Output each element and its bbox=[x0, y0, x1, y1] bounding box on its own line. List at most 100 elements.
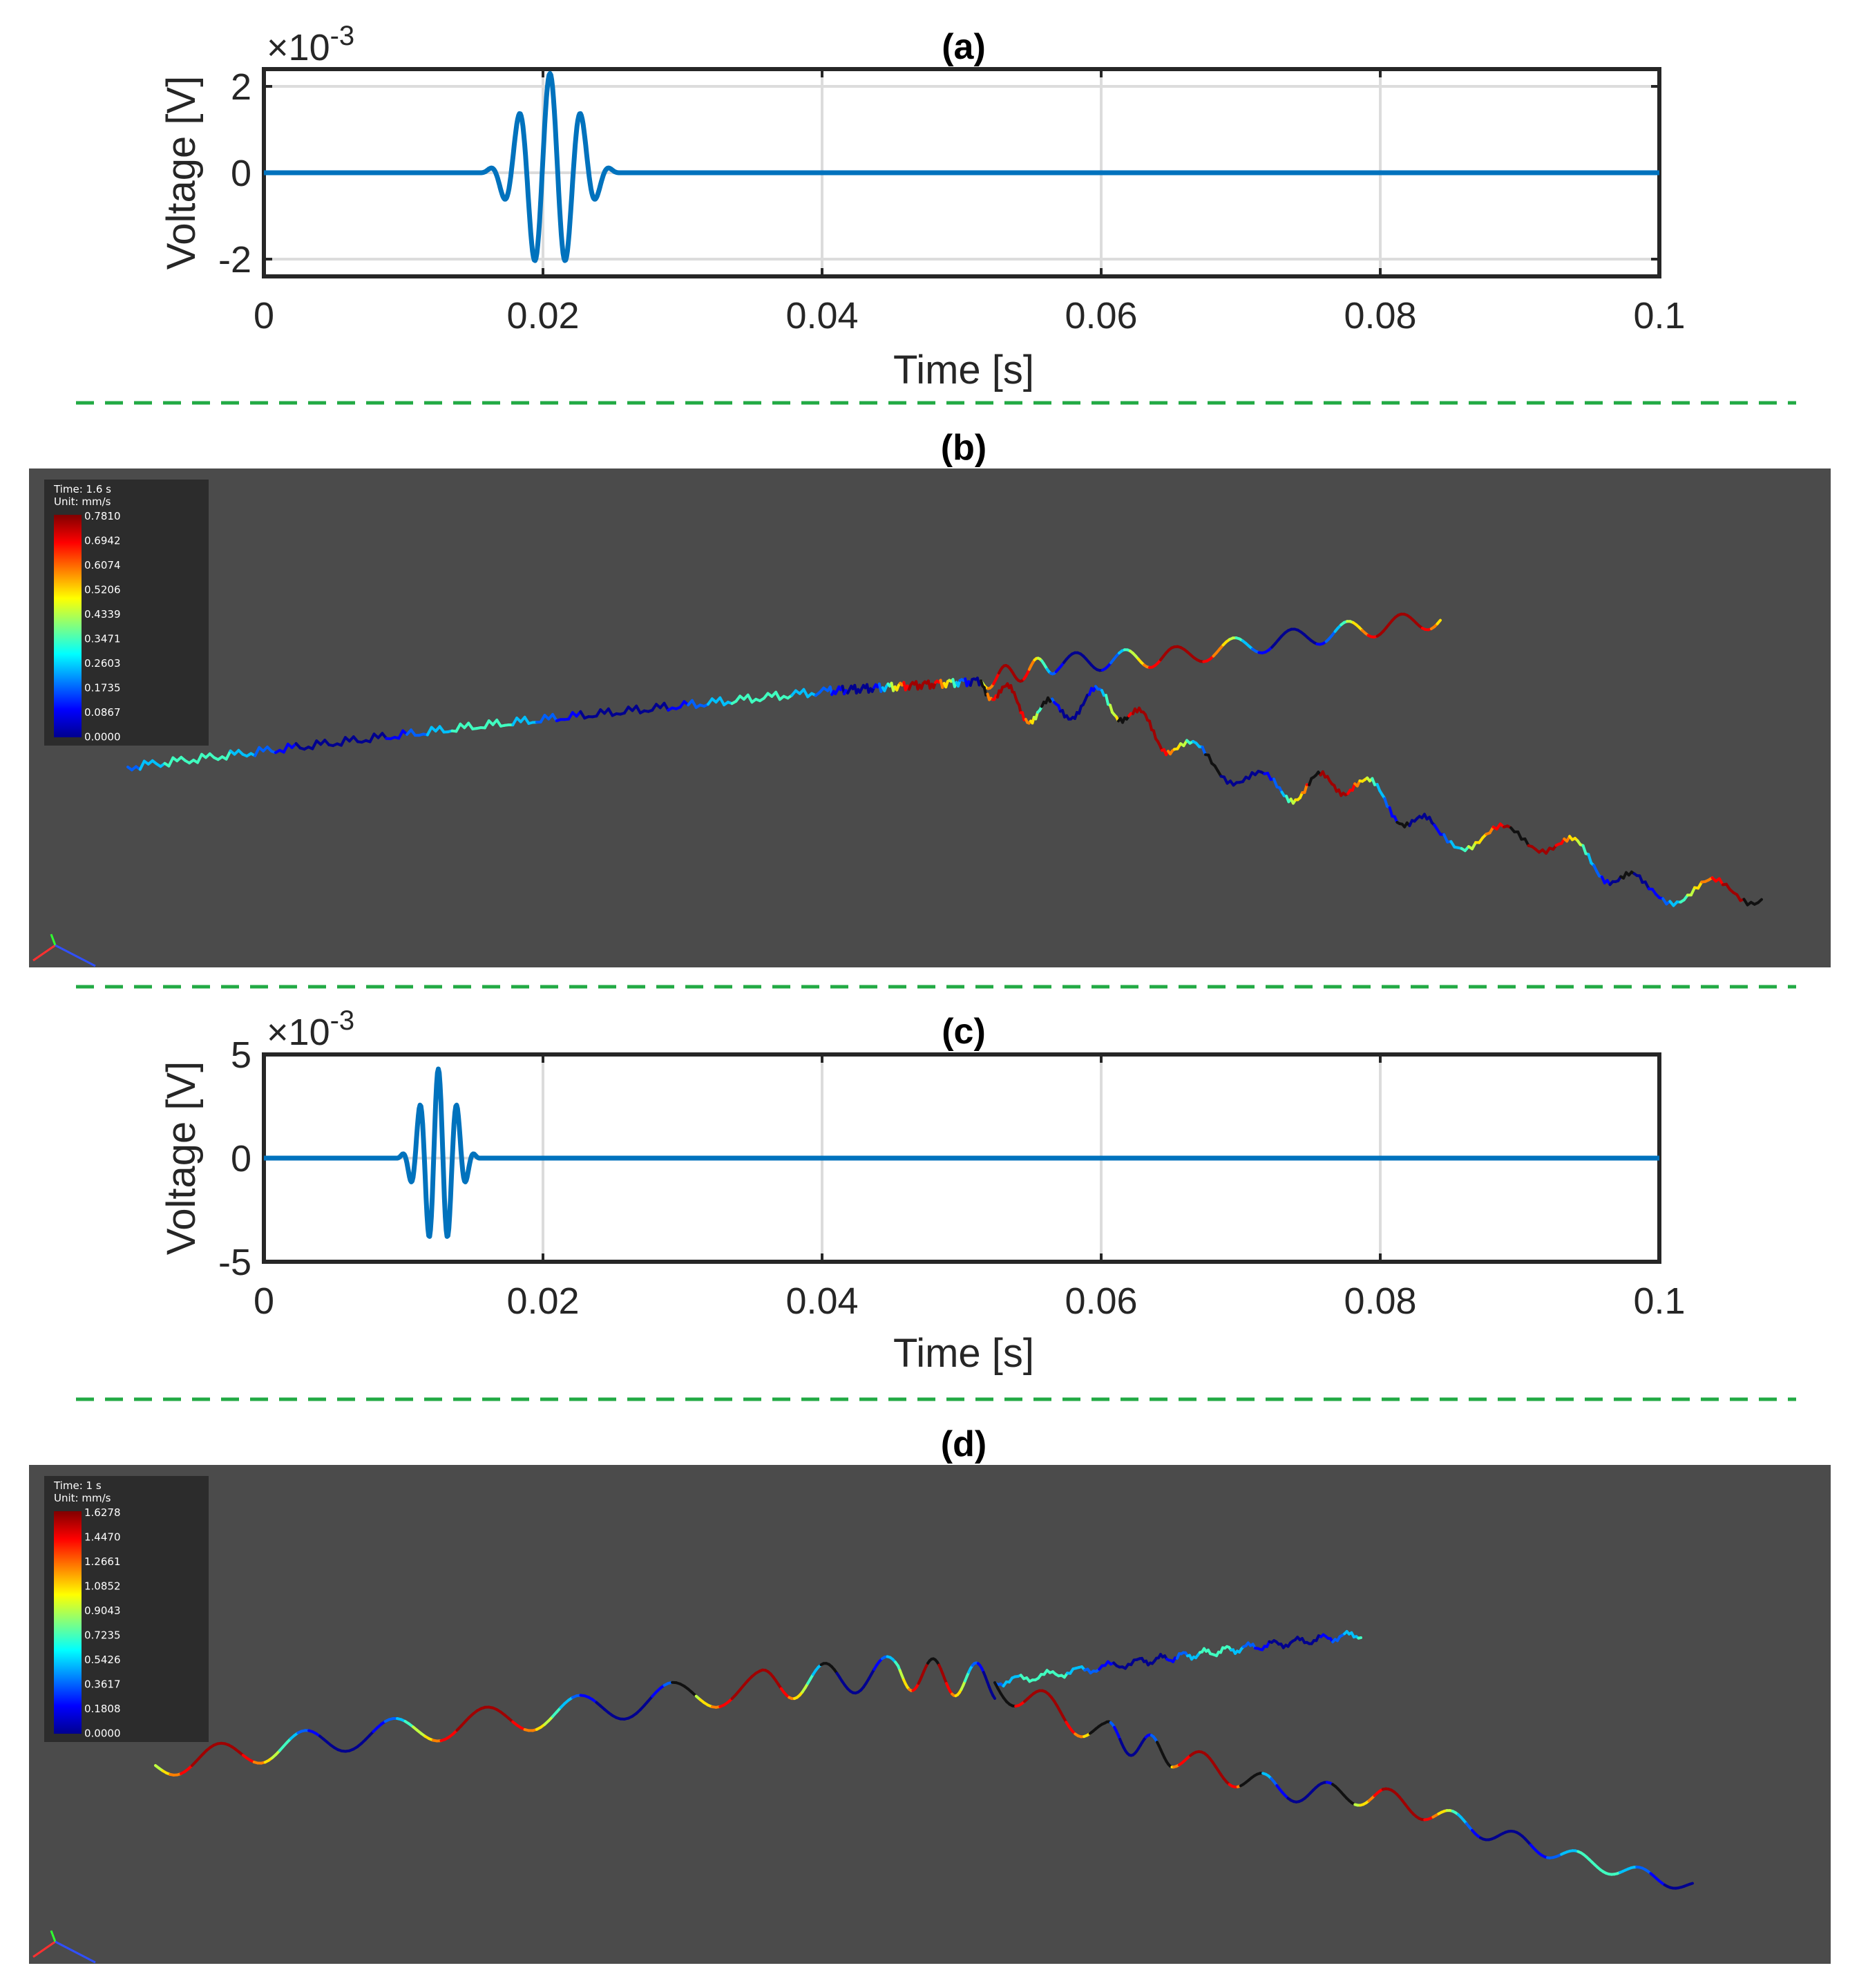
colorbar-tick-label: 0.0000 bbox=[84, 1727, 121, 1740]
velocity-segment bbox=[1105, 694, 1109, 706]
panel-c-title: (c) bbox=[942, 1012, 986, 1052]
colorbar-tick-label: 1.6278 bbox=[84, 1506, 121, 1519]
velocity-segment bbox=[340, 736, 347, 747]
panel-b-triad-y bbox=[50, 934, 57, 946]
y-tick-label: -5 bbox=[218, 1242, 251, 1283]
colorbar-tick-label: 0.1808 bbox=[84, 1703, 121, 1715]
panel-a-voltage-chart: (a) ×10-3 0 0.02 0.04 0.06 0.08 0.1-202 Time … bbox=[159, 21, 1686, 392]
panel-a-voltage-series bbox=[262, 70, 1661, 263]
panel-d-axis-triad bbox=[32, 1930, 96, 1964]
velocity-segment bbox=[1436, 618, 1442, 625]
panel-a-xlabel: Time [s] bbox=[893, 348, 1034, 392]
panel-d-colorbar-gradient bbox=[54, 1511, 82, 1734]
x-tick-label: 0.08 bbox=[1344, 295, 1416, 337]
velocity-segment bbox=[1581, 844, 1588, 855]
velocity-segment bbox=[225, 749, 232, 761]
panel-a-title: (a) bbox=[942, 27, 986, 67]
panel-d-background bbox=[29, 1465, 1831, 1964]
colorbar-tick-label: 0.6942 bbox=[84, 535, 121, 547]
velocity-segment bbox=[254, 746, 261, 757]
panel-d-title: (d) bbox=[941, 1424, 986, 1464]
colorbar-tick-label: 0.7235 bbox=[84, 1629, 121, 1642]
panel-c-xlabel: Time [s] bbox=[893, 1331, 1034, 1376]
panel-b-velocity-viewport: (b) Time: 1.6 s Unit: mm/s 0.78100.69420… bbox=[29, 428, 1831, 967]
panel-d-time-label: Time: 1 s bbox=[53, 1479, 102, 1492]
colorbar-tick-label: 0.5426 bbox=[84, 1654, 121, 1666]
panel-b-background bbox=[29, 468, 1831, 967]
velocity-segment bbox=[167, 756, 175, 768]
x-tick-label: 0 bbox=[254, 295, 274, 337]
colorbar-tick-label: 0.1735 bbox=[84, 682, 121, 694]
x-tick-label: 0.06 bbox=[1065, 295, 1137, 337]
panel-c-ylabel: Voltage [V] bbox=[159, 1061, 204, 1256]
x-tick-label: 0.06 bbox=[1065, 1280, 1137, 1322]
x-tick-label: 0.04 bbox=[785, 295, 858, 337]
velocity-segment bbox=[1756, 898, 1763, 905]
panel-d-unit-label: Unit: mm/s bbox=[54, 1492, 111, 1504]
velocity-segment bbox=[1587, 853, 1593, 864]
velocity-segment bbox=[282, 742, 289, 754]
panel-a-ylabel: Voltage [V] bbox=[159, 76, 204, 270]
x-tick-label: 0.02 bbox=[506, 295, 579, 337]
x-tick-label: 0.08 bbox=[1344, 1280, 1416, 1322]
y-tick-label: 2 bbox=[231, 66, 251, 108]
colorbar-tick-label: 0.0000 bbox=[84, 731, 121, 744]
colorbar-tick-label: 0.6074 bbox=[84, 559, 121, 571]
velocity-segment bbox=[1272, 777, 1279, 788]
panel-c-ticks: 0 0.02 0.04 0.06 0.08 0.1-505 bbox=[218, 1034, 1686, 1322]
velocity-segment bbox=[368, 732, 376, 744]
panel-d-colorbar-labels: 1.6278 1.4470 1.2661 1.0852 0.9043 0.7235 0.54… bbox=[84, 1506, 121, 1740]
y-tick-label: 0 bbox=[231, 1138, 251, 1180]
y-tick-label: 5 bbox=[231, 1034, 251, 1076]
panel-d-velocity-viewport: (d) Time: 1 s Unit: mm/s 1.6278 1.4470 1.2… bbox=[29, 1424, 1831, 1964]
colorbar-tick-label: 0.2603 bbox=[84, 657, 121, 670]
panel-b-triad-x bbox=[32, 944, 56, 962]
velocity-segment bbox=[1207, 753, 1213, 765]
panel-b-unit-label: Unit: mm/s bbox=[54, 495, 111, 508]
x-tick-label: 0.04 bbox=[785, 1280, 858, 1322]
colorbar-tick-label: 0.5206 bbox=[84, 584, 121, 596]
colorbar-tick-label: 1.0852 bbox=[84, 1580, 121, 1593]
panel-b-triad-z bbox=[55, 944, 96, 967]
colorbar-tick-label: 0.4339 bbox=[84, 608, 121, 621]
panel-a-exponent: ×10-3 bbox=[267, 21, 354, 68]
panel-d-triad-y bbox=[50, 1930, 57, 1942]
panel-d-triad-x bbox=[32, 1940, 56, 1958]
panel-d-colorbar: Time: 1 s Unit: mm/s 1.62781.44701.26611… bbox=[44, 1476, 209, 1742]
velocity-segment bbox=[991, 1694, 996, 1700]
panel-d-velocity-paths bbox=[154, 1630, 1694, 1890]
panel-b-colorbar-labels: 0.7810 0.6942 0.6074 0.5206 0.4339 0.3471 0.26… bbox=[84, 510, 121, 744]
y-tick-label: 0 bbox=[231, 153, 251, 194]
panel-b-colorbar-gradient bbox=[54, 515, 82, 737]
panel-b-velocity-paths bbox=[126, 612, 1763, 907]
panel-a-ticks: 0 0.02 0.04 0.06 0.08 0.1-202 bbox=[218, 66, 1686, 337]
panel-b-title: (b) bbox=[941, 428, 986, 468]
colorbar-tick-label: 0.7810 bbox=[84, 510, 121, 522]
colorbar-tick-label: 0.3471 bbox=[84, 633, 121, 645]
panel-c-voltage-series bbox=[262, 1066, 1661, 1239]
y-tick-label: -2 bbox=[218, 239, 251, 281]
velocity-segment bbox=[196, 752, 203, 764]
x-tick-label: 0.02 bbox=[506, 1280, 579, 1322]
x-tick-label: 0.1 bbox=[1633, 295, 1685, 337]
x-tick-label: 0 bbox=[254, 1280, 274, 1322]
velocity-segment bbox=[426, 726, 433, 737]
velocity-segment bbox=[1388, 806, 1394, 818]
colorbar-tick-label: 0.3617 bbox=[84, 1678, 121, 1691]
colorbar-tick-label: 1.4470 bbox=[84, 1531, 121, 1544]
colorbar-tick-label: 0.0867 bbox=[84, 706, 121, 719]
panel-b-axis-triad bbox=[32, 934, 96, 967]
panel-b-colorbar: Time: 1.6 s Unit: mm/s 0.7810 0.6942 0.607… bbox=[44, 480, 209, 746]
panel-c-voltage-chart: (c) ×10-3 0 0.02 0.04 0.06 0.08 0.1-505 Time … bbox=[159, 1005, 1686, 1376]
velocity-segment bbox=[138, 759, 146, 771]
panel-d-triad-z bbox=[55, 1940, 96, 1964]
velocity-segment bbox=[1148, 719, 1153, 732]
colorbar-tick-label: 0.9043 bbox=[84, 1604, 121, 1617]
velocity-segment bbox=[397, 729, 405, 740]
panel-c-exponent: ×10-3 bbox=[267, 1005, 354, 1053]
panel-b-time-label: Time: 1.6 s bbox=[53, 483, 111, 495]
velocity-segment bbox=[1442, 833, 1449, 844]
velocity-segment bbox=[311, 739, 318, 750]
colorbar-tick-label: 1.2661 bbox=[84, 1555, 121, 1568]
